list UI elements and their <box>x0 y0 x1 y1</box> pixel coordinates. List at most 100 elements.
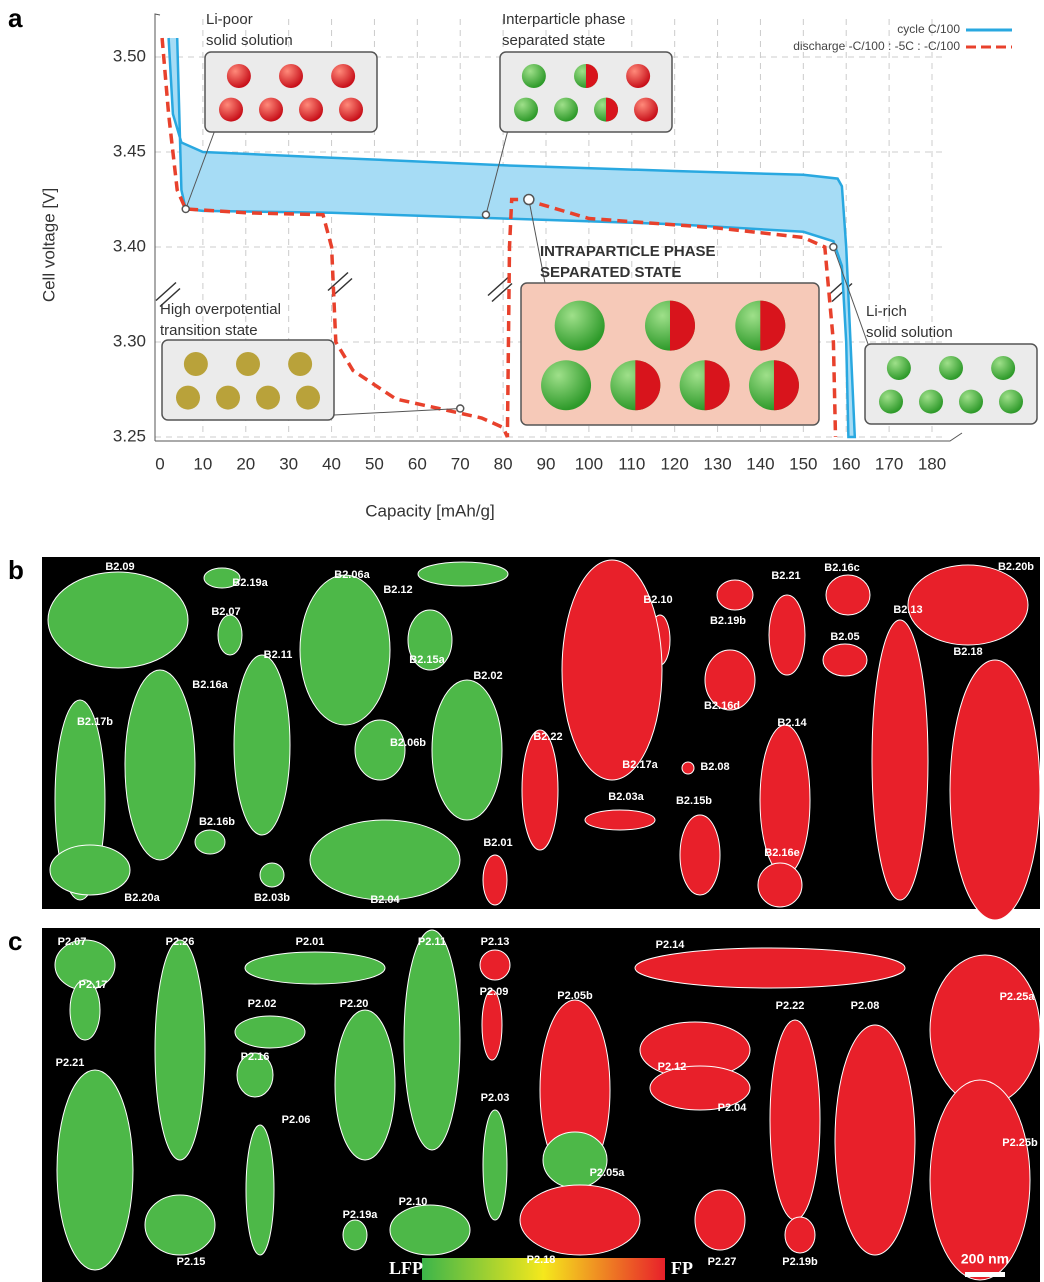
x-tick-label: 180 <box>918 454 946 473</box>
particle-icon <box>288 352 312 376</box>
particle <box>717 580 753 610</box>
particle-icon <box>541 360 591 410</box>
particle-icon <box>522 64 546 88</box>
x-tick-label: 70 <box>451 454 470 473</box>
particle <box>155 940 205 1160</box>
particle-label: B2.20b <box>998 561 1034 573</box>
x-tick-label: 10 <box>193 454 212 473</box>
annotation-text: High overpotential <box>160 301 281 318</box>
particle <box>218 615 242 655</box>
particle <box>418 562 508 586</box>
particle-icon <box>256 386 280 410</box>
particle-label: B2.03a <box>608 791 644 803</box>
x-tick-label: 0 <box>155 454 164 473</box>
particle-label: B2.18 <box>953 646 982 658</box>
particle <box>520 1185 640 1255</box>
particle <box>758 863 802 907</box>
particle <box>770 1020 820 1220</box>
x-tick-label: 120 <box>660 454 688 473</box>
particle <box>234 655 290 835</box>
particle-label: B2.17a <box>622 759 658 771</box>
particle-label: B2.19b <box>710 615 746 627</box>
annotation-text: SEPARATED STATE <box>540 264 681 281</box>
y-tick-label: 3.40 <box>113 236 146 255</box>
particle <box>235 1016 305 1048</box>
particle-label: B2.06b <box>390 737 426 749</box>
particle <box>483 1110 507 1220</box>
particle-icon <box>339 98 363 122</box>
scale-bar <box>965 1272 1005 1277</box>
x-tick-label: 40 <box>322 454 341 473</box>
annotation-text: Li-poor <box>206 11 253 28</box>
particle <box>310 820 460 900</box>
y-tick-label: 3.45 <box>113 141 146 160</box>
x-tick-label: 80 <box>494 454 513 473</box>
panel-letter: c <box>8 926 22 956</box>
particle-label: B2.15a <box>409 654 445 666</box>
x-tick-label: 170 <box>875 454 903 473</box>
annotation-text: Interparticle phase <box>502 11 625 28</box>
particle-label: B2.02 <box>473 670 502 682</box>
particle-label: P2.13 <box>481 936 510 948</box>
particle <box>245 952 385 984</box>
particle-label: P2.07 <box>58 936 87 948</box>
particle-label: B2.16e <box>764 847 799 859</box>
particle-icon <box>184 352 208 376</box>
y-tick-label: 3.30 <box>113 331 146 350</box>
particle-label: B2.16a <box>192 679 228 691</box>
x-axis-label: Capacity [mAh/g] <box>365 501 494 520</box>
particle-icon <box>219 98 243 122</box>
particle-label: P2.08 <box>851 1000 880 1012</box>
particle-label: B2.16c <box>824 562 859 574</box>
particle-label: B2.07 <box>211 606 240 618</box>
particle <box>543 1132 607 1188</box>
particle <box>480 950 510 980</box>
particle <box>432 680 502 820</box>
particle-label: P2.11 <box>418 936 446 948</box>
particle-icon <box>887 356 911 380</box>
particle-label: P2.01 <box>296 936 325 948</box>
particle-label: P2.18 <box>527 1254 556 1266</box>
particle-icon <box>991 356 1015 380</box>
x-tick-label: 90 <box>537 454 556 473</box>
particle-label: P2.10 <box>399 1196 428 1208</box>
particle-label: P2.14 <box>656 939 686 951</box>
particle-icon <box>959 390 983 414</box>
particle-label: B2.10 <box>643 594 672 606</box>
particle-label: P2.05a <box>590 1167 626 1179</box>
particle-icon <box>227 64 251 88</box>
particle-label: P2.05b <box>557 990 593 1002</box>
particle-icon <box>879 390 903 414</box>
particle-icon <box>236 352 260 376</box>
particle-label: P2.25b <box>1002 1137 1038 1149</box>
particle-icon <box>176 386 200 410</box>
annotation-point <box>830 244 837 251</box>
annotation-point <box>457 405 464 412</box>
particle <box>335 1010 395 1160</box>
particle <box>145 1195 215 1255</box>
figure: a Capacity [mAh/g] Cell voltage [V] b c … <box>0 0 1044 1282</box>
annotation-point <box>182 206 189 213</box>
particle-label: P2.20 <box>340 998 369 1010</box>
particle <box>57 1070 133 1270</box>
legend-label: cycle C/100 <box>897 22 960 36</box>
particle <box>355 720 405 780</box>
annotation-text: solid solution <box>866 324 953 341</box>
particle <box>769 595 805 675</box>
annotation-text: separated state <box>502 32 605 49</box>
particle-label: B2.14 <box>777 717 807 729</box>
particle-label: P2.15 <box>177 1256 206 1268</box>
particle <box>404 930 460 1150</box>
particle <box>195 830 225 854</box>
particle-label: B2.12 <box>383 584 412 596</box>
particle <box>826 575 870 615</box>
x-tick-label: 50 <box>365 454 384 473</box>
x-tick-label: 20 <box>236 454 255 473</box>
particle <box>950 660 1040 920</box>
particle-label: P2.27 <box>708 1256 737 1268</box>
particle-icon <box>999 390 1023 414</box>
particle <box>50 845 130 895</box>
particle-label: P2.17 <box>79 979 108 991</box>
particle-label: P2.16 <box>241 1051 270 1063</box>
particle <box>635 948 905 988</box>
